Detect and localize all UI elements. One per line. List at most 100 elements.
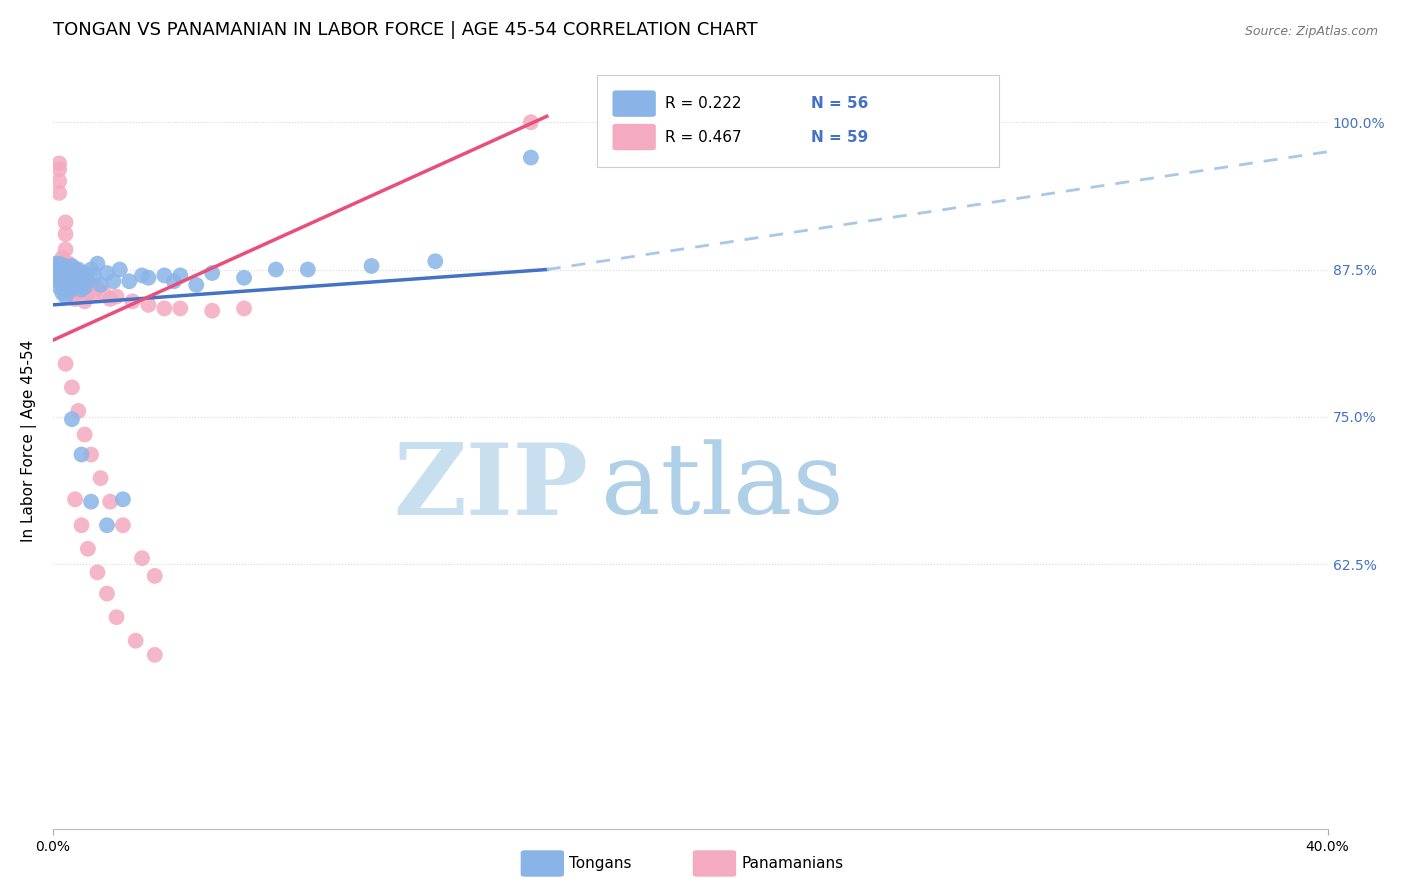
Y-axis label: In Labor Force | Age 45-54: In Labor Force | Age 45-54 bbox=[21, 339, 37, 541]
Point bbox=[76, 286, 98, 301]
Point bbox=[138, 298, 160, 312]
Point bbox=[60, 412, 83, 426]
FancyBboxPatch shape bbox=[613, 90, 655, 117]
Point bbox=[86, 280, 108, 294]
Text: Source: ZipAtlas.com: Source: ZipAtlas.com bbox=[1244, 25, 1378, 38]
Point bbox=[45, 262, 67, 277]
Point bbox=[73, 266, 96, 280]
Text: atlas: atlas bbox=[600, 439, 844, 535]
Text: ZIP: ZIP bbox=[394, 439, 588, 535]
Point bbox=[60, 380, 83, 394]
Point bbox=[169, 268, 191, 283]
Point bbox=[48, 257, 70, 271]
Point bbox=[201, 266, 224, 280]
Point bbox=[51, 259, 73, 273]
Point bbox=[103, 274, 125, 288]
Point bbox=[86, 566, 108, 580]
Point bbox=[60, 270, 83, 285]
Point bbox=[143, 569, 166, 583]
Point bbox=[55, 268, 77, 283]
Point bbox=[55, 215, 77, 229]
Text: R = 0.222: R = 0.222 bbox=[665, 96, 756, 112]
Point bbox=[67, 404, 90, 418]
Point bbox=[63, 262, 86, 277]
Text: N = 56: N = 56 bbox=[811, 96, 869, 112]
Text: R = 0.467: R = 0.467 bbox=[665, 129, 756, 145]
Point bbox=[73, 277, 96, 292]
Point bbox=[86, 257, 108, 271]
Point bbox=[153, 301, 176, 316]
FancyBboxPatch shape bbox=[598, 75, 998, 167]
Point bbox=[60, 262, 83, 277]
Point bbox=[233, 270, 256, 285]
Text: N = 59: N = 59 bbox=[811, 129, 869, 145]
Point bbox=[80, 277, 103, 292]
FancyBboxPatch shape bbox=[693, 850, 737, 877]
Point bbox=[55, 227, 77, 242]
Point bbox=[51, 274, 73, 288]
Point bbox=[55, 280, 77, 294]
Point bbox=[73, 427, 96, 442]
Point bbox=[51, 280, 73, 294]
Point bbox=[45, 262, 67, 277]
Point bbox=[105, 290, 128, 304]
Point bbox=[51, 251, 73, 265]
Point bbox=[58, 262, 80, 277]
Point bbox=[73, 294, 96, 309]
Point bbox=[70, 283, 93, 297]
Point bbox=[55, 259, 77, 273]
Point bbox=[108, 262, 131, 277]
Point bbox=[73, 280, 96, 294]
Point bbox=[80, 494, 103, 508]
Point bbox=[60, 270, 83, 285]
Point bbox=[111, 492, 134, 507]
Point bbox=[76, 541, 98, 556]
Point bbox=[70, 268, 93, 283]
Point bbox=[90, 471, 112, 485]
Point bbox=[51, 266, 73, 280]
Point bbox=[45, 257, 67, 271]
Point bbox=[45, 268, 67, 283]
Point bbox=[83, 268, 105, 283]
FancyBboxPatch shape bbox=[613, 124, 655, 150]
Point bbox=[67, 262, 90, 277]
Point bbox=[60, 259, 83, 273]
Point bbox=[51, 262, 73, 277]
Point bbox=[297, 262, 319, 277]
Point bbox=[425, 254, 447, 268]
Point bbox=[96, 518, 118, 533]
Point bbox=[58, 257, 80, 271]
Point bbox=[93, 286, 115, 301]
Point bbox=[51, 268, 73, 283]
Point bbox=[58, 262, 80, 277]
Point bbox=[63, 277, 86, 292]
Text: TONGAN VS PANAMANIAN IN LABOR FORCE | AGE 45-54 CORRELATION CHART: TONGAN VS PANAMANIAN IN LABOR FORCE | AG… bbox=[53, 21, 758, 39]
Point bbox=[55, 357, 77, 371]
Point bbox=[48, 274, 70, 288]
Point bbox=[138, 270, 160, 285]
Point bbox=[118, 274, 141, 288]
Point bbox=[45, 268, 67, 283]
Point bbox=[131, 268, 153, 283]
Point bbox=[264, 262, 287, 277]
Point bbox=[96, 266, 118, 280]
Point bbox=[520, 151, 543, 165]
Point bbox=[48, 162, 70, 177]
Point bbox=[51, 277, 73, 292]
Point bbox=[105, 610, 128, 624]
Point bbox=[67, 277, 90, 292]
FancyBboxPatch shape bbox=[520, 850, 564, 877]
Point bbox=[360, 259, 382, 273]
Point bbox=[131, 551, 153, 566]
Point bbox=[60, 283, 83, 297]
Point bbox=[163, 274, 186, 288]
Point bbox=[121, 294, 143, 309]
Point bbox=[48, 280, 70, 294]
Point bbox=[58, 274, 80, 288]
Point bbox=[201, 303, 224, 318]
Point bbox=[520, 115, 543, 129]
Point bbox=[143, 648, 166, 662]
Point bbox=[70, 280, 93, 294]
Point bbox=[70, 518, 93, 533]
Text: Tongans: Tongans bbox=[569, 856, 631, 871]
